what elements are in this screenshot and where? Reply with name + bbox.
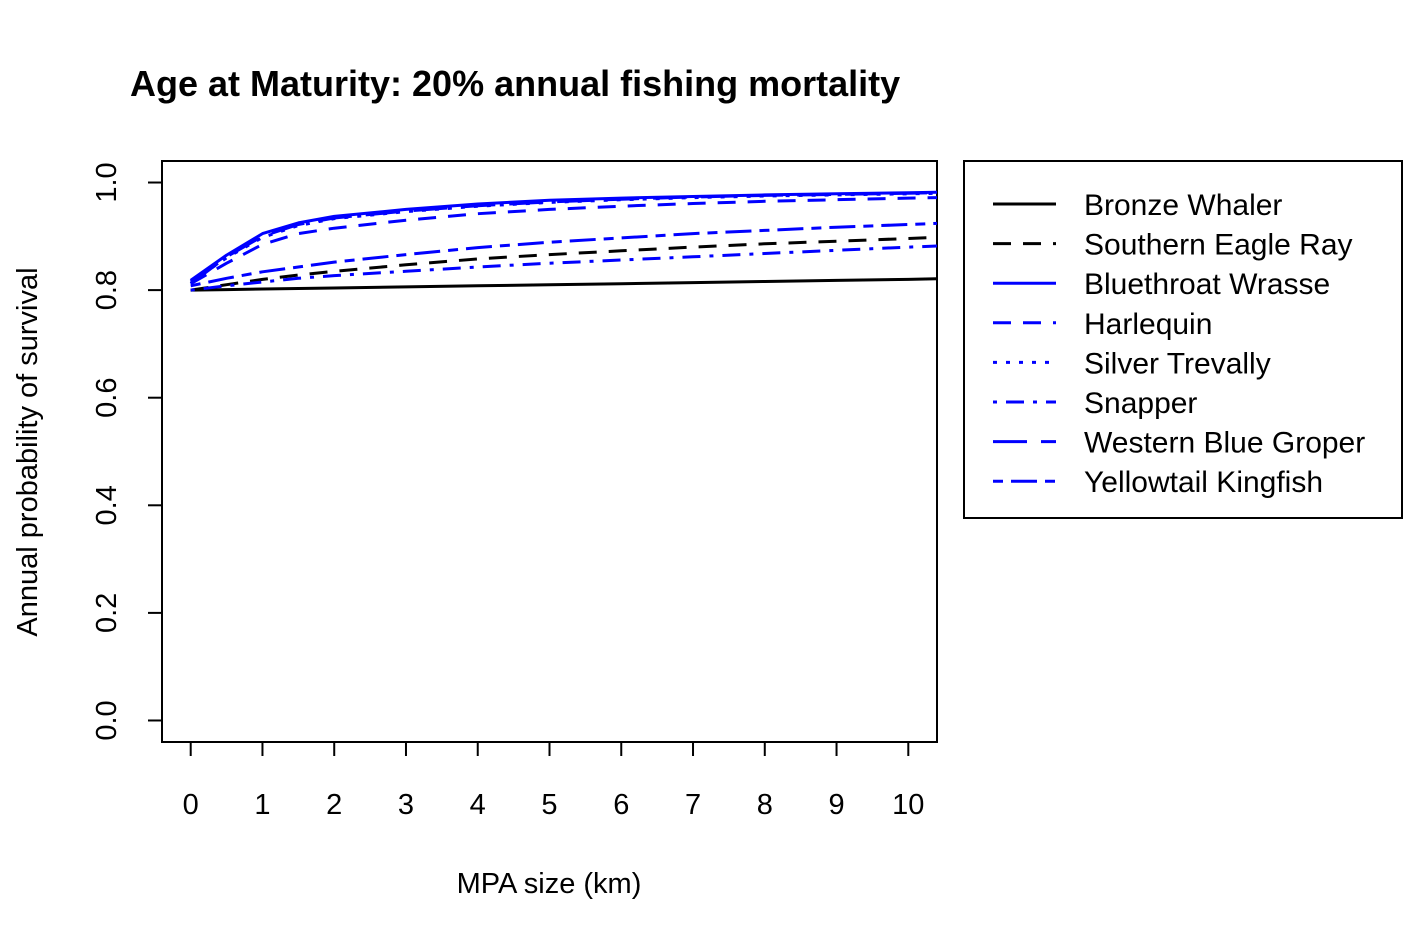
x-tick-label: 1 [254,789,270,821]
series-group [189,190,937,292]
chart-title: Age at Maturity: 20% annual fishing mort… [130,63,900,104]
x-tick-label: 6 [613,789,629,821]
y-tick-label: 0.2 [91,593,123,633]
plot-area: 0 1 2 3 4 5 6 7 8 9 10 0.0 0.2 0.4 0.6 0.8 1.0 [91,160,938,821]
series-line-2 [190,235,937,292]
y-tick-label: 0.4 [91,485,123,525]
legend-label: Snapper [1084,387,1197,420]
series-line-7 [189,191,937,285]
y-tick-label: 0.8 [91,270,123,310]
x-tick-label: 0 [183,789,199,821]
x-tick-label: 10 [892,789,924,821]
y-tick-label: 0.6 [91,378,123,418]
x-tick-label: 8 [757,789,773,821]
x-tick-label: 2 [326,789,342,821]
plot-frame [161,160,938,743]
legend-label: Southern Eagle Ray [1084,229,1353,262]
legend-label: Silver Trevally [1084,347,1271,380]
legend-label: Western Blue Groper [1084,427,1365,460]
series-line-1 [190,277,937,292]
legend-label: Bluethroat Wrasse [1084,268,1330,301]
x-axis-label: MPA size (km) [457,868,642,900]
y-tick-label: 0.0 [91,700,123,740]
x-tick-label: 3 [398,789,414,821]
y-tick-label: 1.0 [91,162,123,202]
x-tick-label: 7 [685,789,701,821]
series-line-8 [190,221,937,288]
legend-frame [963,160,1403,519]
series-line-6 [190,244,937,292]
y-axis-label: Annual probability of survival [12,267,44,636]
x-tick-label: 4 [470,789,486,821]
x-tick-label: 9 [828,789,844,821]
legend-label: Harlequin [1084,308,1212,341]
x-tick-label: 5 [541,789,557,821]
series-line-4 [189,196,937,286]
legend-label: Bronze Whaler [1084,189,1282,222]
legend-label: Yellowtail Kingfish [1084,466,1323,499]
legend: Bronze Whaler Southern Eagle Ray Bluethroa… [963,160,1403,519]
series-line-5 [189,191,937,284]
